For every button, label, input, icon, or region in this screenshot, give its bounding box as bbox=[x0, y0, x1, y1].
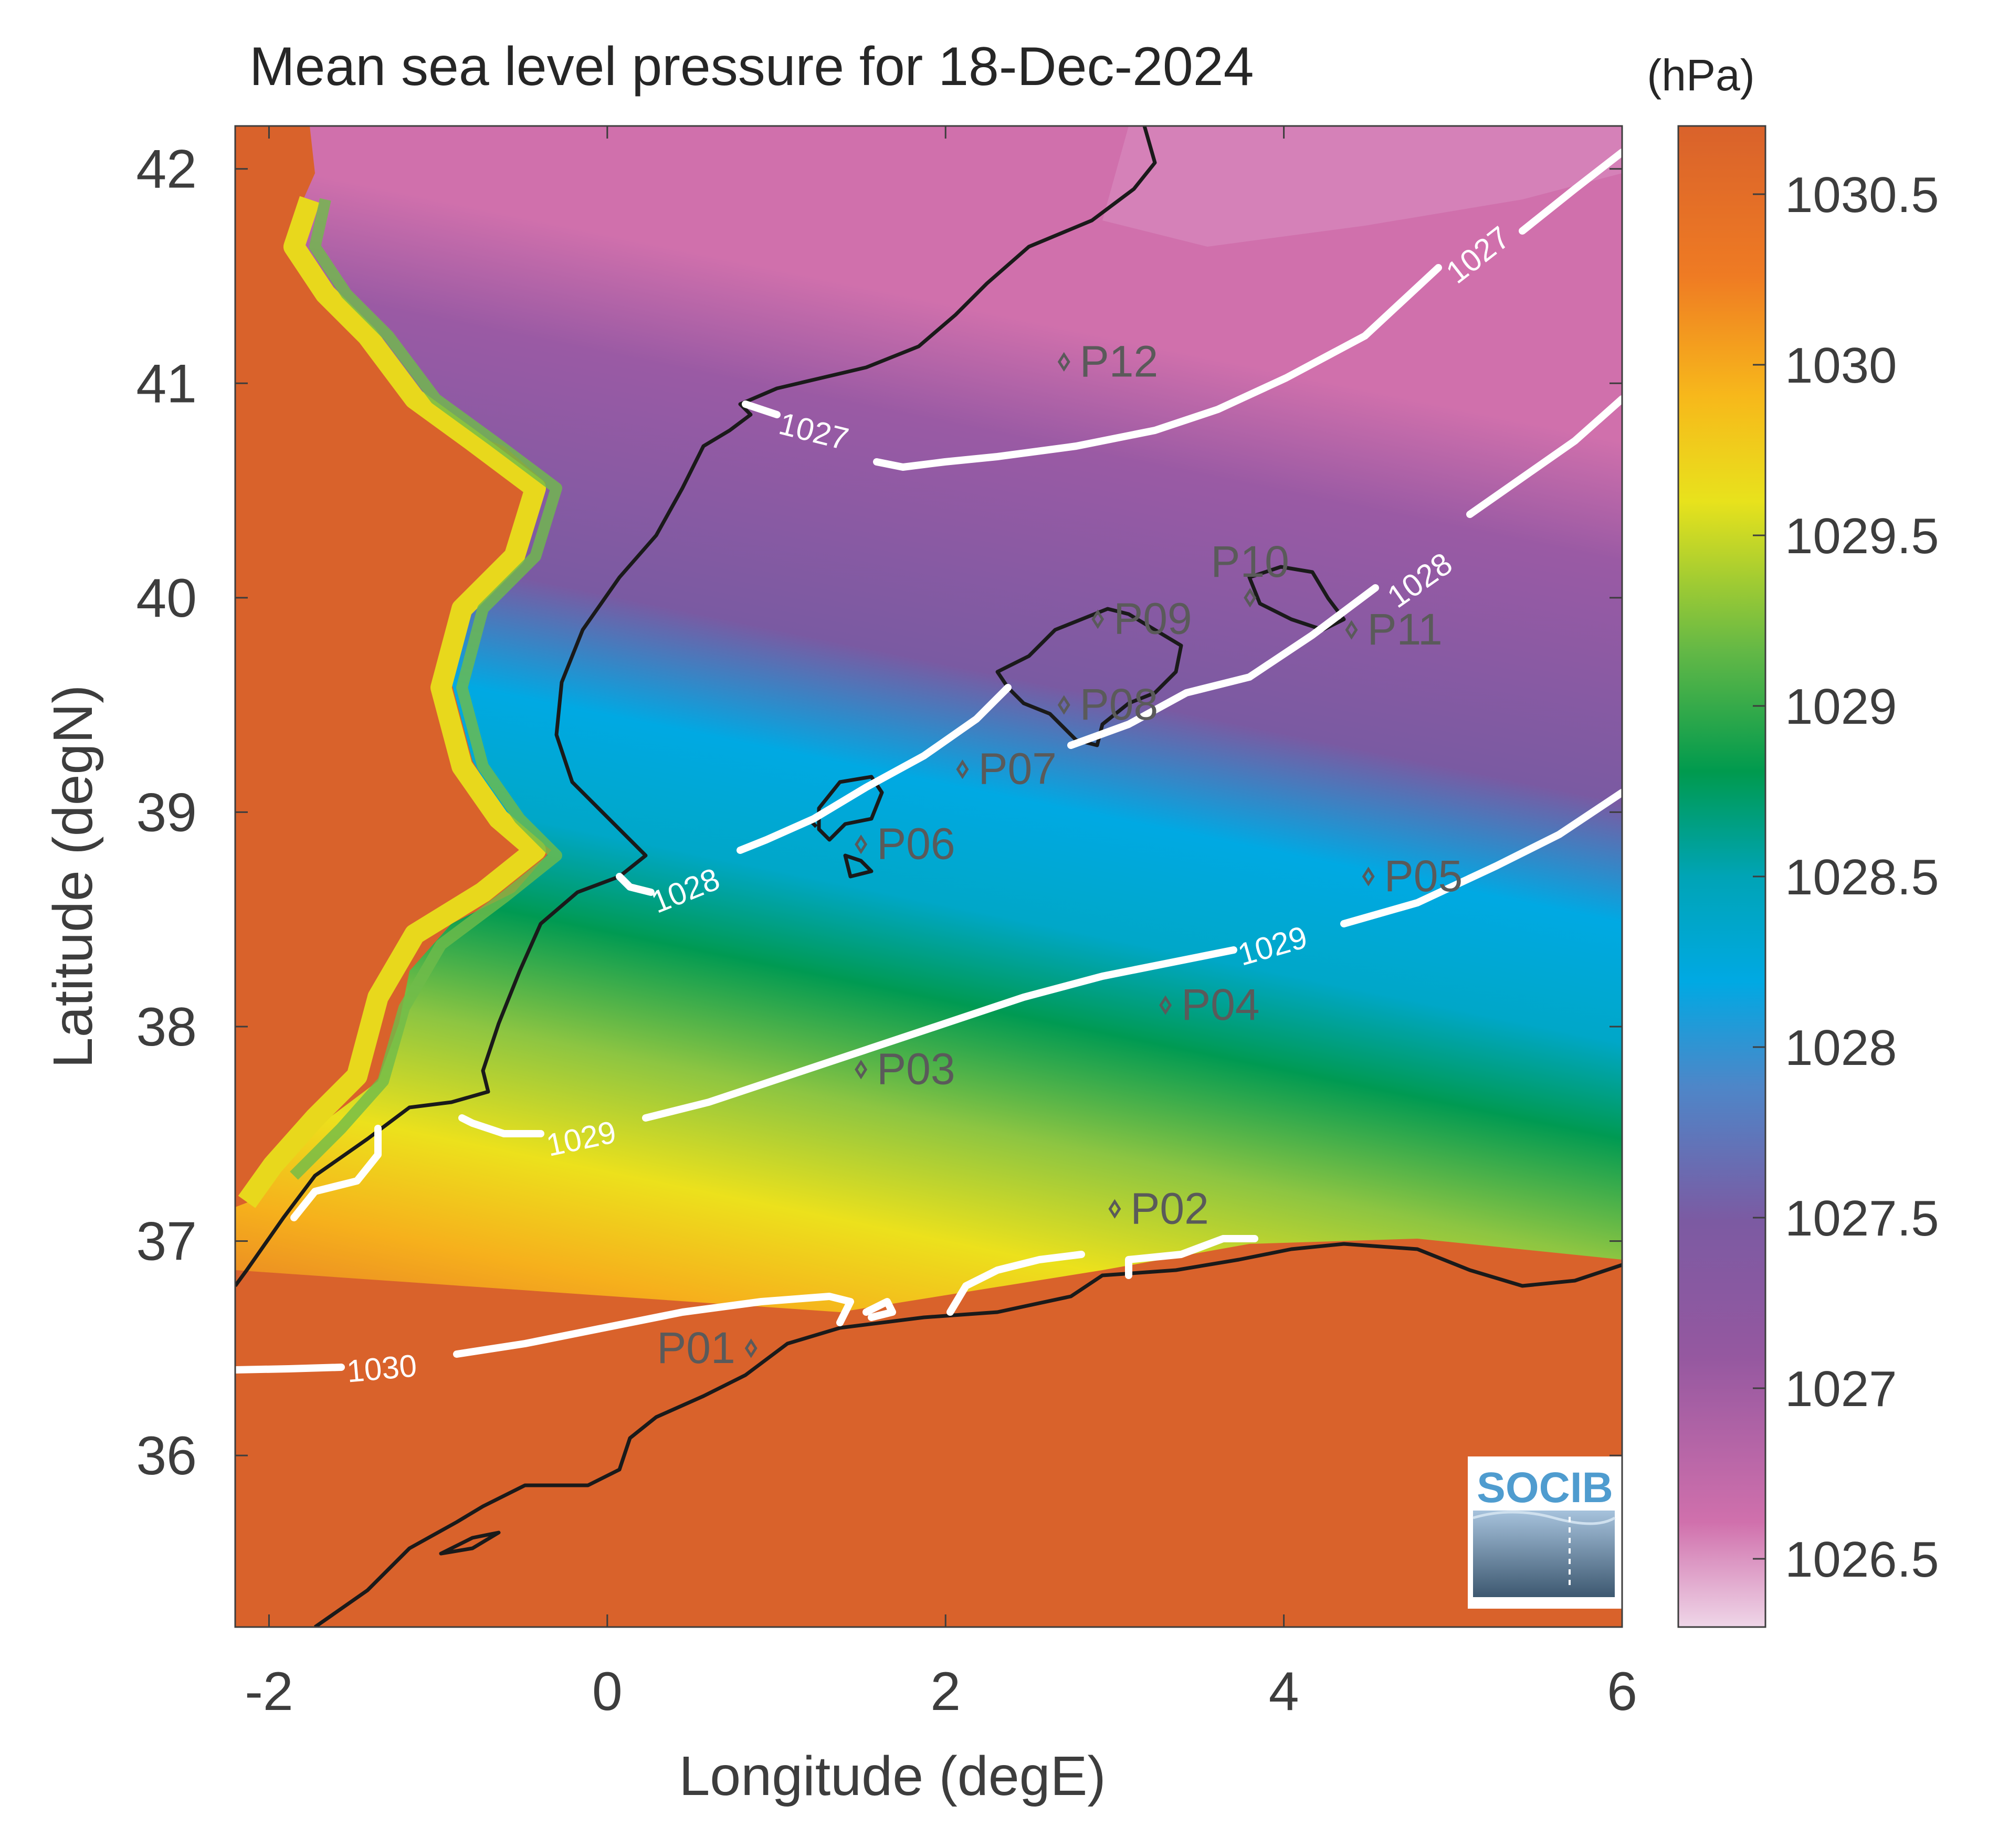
mallorca-coastline bbox=[995, 607, 1183, 747]
station-marker: P02 bbox=[1108, 1184, 1209, 1233]
station-marker: P10 bbox=[1211, 537, 1289, 608]
station-label: P05 bbox=[1384, 851, 1463, 901]
colorbar-tick-label: 1029 bbox=[1785, 679, 1897, 735]
colorbar-tick-label: 1028.5 bbox=[1785, 849, 1939, 905]
y-tick-label: 38 bbox=[136, 997, 197, 1058]
station-diamond bbox=[855, 1060, 868, 1080]
socib-logo-text: SOCIB bbox=[1477, 1464, 1613, 1512]
station-label: P08 bbox=[1080, 680, 1158, 729]
station-marker: P03 bbox=[855, 1044, 955, 1094]
x-tick-label: 4 bbox=[1269, 1661, 1299, 1722]
y-axis-label: Latitude (degN) bbox=[42, 685, 104, 1069]
isobar-label: 1030 bbox=[345, 1348, 418, 1389]
station-label: P01 bbox=[657, 1323, 735, 1372]
station-diamond bbox=[956, 759, 969, 779]
station-marker: P08 bbox=[1057, 680, 1158, 729]
station-label: P10 bbox=[1211, 537, 1289, 586]
iberia-coastal-fringe bbox=[238, 196, 546, 1208]
isobar-1029-west bbox=[290, 1114, 544, 1221]
station-label: P09 bbox=[1113, 594, 1192, 643]
station-label: P06 bbox=[877, 819, 955, 869]
y-tick-label: 37 bbox=[136, 1211, 197, 1272]
colorbar-tick-label: 1028 bbox=[1785, 1020, 1897, 1076]
station-diamond bbox=[1345, 620, 1358, 640]
isobar-1027-north bbox=[1519, 149, 1622, 235]
station-label: P11 bbox=[1367, 605, 1442, 654]
isobar-1027-south bbox=[742, 264, 1442, 471]
north-sea-pink bbox=[1102, 126, 1622, 247]
station-marker: P05 bbox=[1362, 851, 1463, 901]
coastlines bbox=[235, 126, 1622, 1627]
station-marker: P07 bbox=[956, 744, 1057, 794]
station-label: P07 bbox=[978, 744, 1056, 794]
station-diamond bbox=[1362, 867, 1375, 886]
isobars bbox=[235, 149, 1622, 1374]
station-diamond bbox=[1057, 695, 1070, 715]
iberia-land bbox=[235, 126, 551, 1207]
station-label: P04 bbox=[1181, 980, 1259, 1029]
station-marker: P11 bbox=[1345, 605, 1443, 654]
station-label: P02 bbox=[1130, 1184, 1208, 1233]
station-diamond bbox=[1159, 995, 1172, 1015]
y-tick-label: 40 bbox=[136, 568, 197, 629]
station-marker: P04 bbox=[1159, 980, 1260, 1029]
isobar-1028-east bbox=[1067, 395, 1622, 749]
y-tick-label: 39 bbox=[136, 782, 197, 843]
iberia-coastal-green bbox=[290, 198, 562, 1180]
station-diamond bbox=[1057, 352, 1070, 372]
station-marker: P01 bbox=[657, 1323, 758, 1372]
station-label: P12 bbox=[1080, 336, 1158, 386]
x-tick-label: 6 bbox=[1607, 1661, 1637, 1722]
station-diamond bbox=[1244, 588, 1257, 608]
station-diamond bbox=[855, 835, 868, 854]
ibiza-coastline bbox=[817, 775, 884, 842]
station-marker: P09 bbox=[1091, 594, 1192, 643]
map-title: Mean sea level pressure for 18-Dec-2024 bbox=[249, 36, 1254, 97]
y-tick-label: 41 bbox=[136, 353, 197, 414]
colorbar-tick-label: 1029.5 bbox=[1785, 508, 1939, 564]
isobar-1028-west bbox=[616, 684, 1012, 896]
station-marker: P06 bbox=[855, 819, 955, 869]
formentera-coastline bbox=[843, 853, 874, 879]
pressure-map: 1027 1027 1028 1028 1029 1029 1030 P01P0… bbox=[235, 126, 1622, 1627]
station-label: P03 bbox=[877, 1044, 955, 1094]
station-diamond bbox=[744, 1338, 758, 1358]
africa-coastline bbox=[313, 1242, 1622, 1627]
x-axis-label: Longitude (degE) bbox=[679, 1745, 1106, 1807]
station-diamond bbox=[1108, 1199, 1121, 1219]
isobar-1030 bbox=[235, 1235, 1258, 1374]
y-axis: 36 37 38 39 40 41 42 bbox=[136, 139, 1622, 1486]
menorca-coastline bbox=[1247, 565, 1346, 632]
colorbar-tick-label: 1027.5 bbox=[1785, 1190, 1939, 1247]
x-tick-label: -2 bbox=[245, 1661, 293, 1722]
colorbar-tick-label: 1030 bbox=[1785, 337, 1897, 394]
colorbar bbox=[1677, 125, 1766, 1628]
x-axis: -2 0 2 4 6 bbox=[245, 126, 1637, 1722]
map-frame bbox=[234, 125, 1623, 1628]
y-tick-label: 36 bbox=[136, 1425, 197, 1486]
units-label: (hPa) bbox=[1647, 50, 1754, 100]
y-tick-label: 42 bbox=[136, 139, 197, 200]
station-diamond bbox=[1091, 609, 1105, 629]
station-marker: P12 bbox=[1057, 336, 1158, 386]
station-markers: P01 P02 P03 P04 P05 P06 P07 P08 P09 P10 P11 P12 bbox=[657, 336, 1463, 1372]
x-tick-label: 2 bbox=[930, 1661, 961, 1722]
iberia-coastline bbox=[235, 126, 1157, 1287]
colorbar-tick-label: 1026.5 bbox=[1785, 1532, 1939, 1588]
alboran-coastline bbox=[439, 1530, 501, 1556]
colorbar-ticks: 1030.5 1030 1029.5 1029 1028.5 1028 1027.5 1027… bbox=[1753, 167, 1939, 1588]
socib-logo: SOCIB bbox=[1468, 1456, 1622, 1609]
x-tick-label: 0 bbox=[592, 1661, 623, 1722]
isobar-1029-east bbox=[642, 789, 1622, 1122]
colorbar-tick-label: 1030.5 bbox=[1785, 167, 1939, 223]
colorbar-tick-label: 1027 bbox=[1785, 1361, 1897, 1417]
